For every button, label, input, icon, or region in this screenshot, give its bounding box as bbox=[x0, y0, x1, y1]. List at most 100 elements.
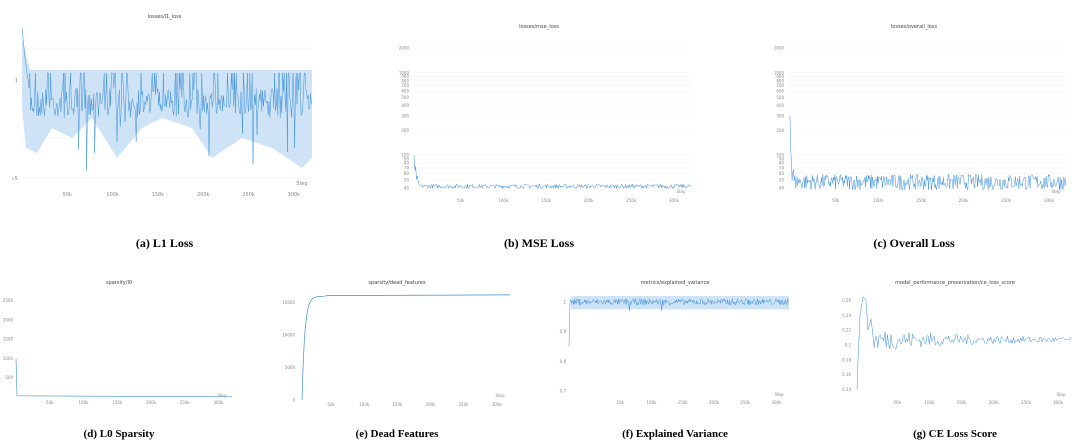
caption-overall-loss: (c) Overall Loss bbox=[873, 236, 955, 250]
y-tick-label: 5000 bbox=[285, 365, 296, 370]
y-tick-label: 50 bbox=[779, 178, 785, 183]
y-tick-label: 400 bbox=[776, 103, 784, 108]
caption-mse-loss: (b) MSE Loss bbox=[503, 236, 574, 250]
plot-title: losses/overall_loss bbox=[890, 24, 938, 30]
y-tick-label: 70 bbox=[779, 165, 785, 170]
y-tick-label: 600 bbox=[401, 89, 409, 94]
plot-dead: 15000 10000 5000 0 50k 100k 150k 200k 250k 300k St… bbox=[282, 294, 511, 407]
plot-title: model_performance_preservation/ce_loss_s… bbox=[895, 280, 1015, 286]
x-tick-label: 50k bbox=[617, 400, 625, 405]
x-tick-label: 250k bbox=[1001, 198, 1012, 203]
y-tick-label: 500 bbox=[5, 375, 13, 380]
panel-dead-features: sparsity/dead_features 15000 10000 5000 0 50… bbox=[278, 280, 516, 410]
panel-l0-sparsity: sparsity/l0 2500 2000 1500 1000 500 50k 100k 15… bbox=[0, 280, 238, 410]
y-tick-label: 0.26 bbox=[842, 298, 851, 303]
x-tick-label: 50k bbox=[832, 198, 840, 203]
y-tick-label: 0 bbox=[292, 398, 295, 403]
plot-title: sparsity/dead_features bbox=[368, 280, 426, 286]
y-tick-label: 2000 bbox=[774, 46, 785, 51]
y-tick-label: 500 bbox=[401, 95, 409, 100]
caption-ce-loss-score: (g) CE Loss Score bbox=[913, 428, 997, 440]
y-tick-label: 2500 bbox=[3, 298, 14, 303]
y-tick-label: 300 bbox=[401, 113, 409, 118]
plot-title: losses/l1_loss bbox=[147, 14, 182, 20]
series-line bbox=[568, 297, 789, 347]
x-tick-label: 250k bbox=[242, 192, 255, 198]
x-tick-label: 300k bbox=[669, 198, 680, 203]
panel-overall-loss: losses/overall_loss 2000 1000 900 800 700 600… bbox=[758, 24, 1070, 204]
x-tick-label: 200k bbox=[146, 400, 157, 405]
y-tick-label: 2000 bbox=[3, 317, 14, 322]
x-tick-label: 100k bbox=[647, 400, 658, 405]
x-tick-label: 300k bbox=[1053, 400, 1064, 405]
y-tick-label: 40 bbox=[404, 186, 410, 191]
y-tick-label: 1500 bbox=[3, 337, 14, 342]
y-tick-label: 80 bbox=[779, 161, 785, 166]
x-tick-label: 200k bbox=[959, 198, 970, 203]
x-tick-label: 300k bbox=[214, 400, 225, 405]
y-tick-label: 1e-5 bbox=[12, 176, 18, 182]
caption-explained-variance: (f) Explained Variance bbox=[622, 428, 728, 440]
x-tick-label: 250k bbox=[180, 400, 191, 405]
y-tick-label: 40 bbox=[779, 186, 785, 191]
panel-l1-loss: losses/l1_loss 1 1e-5 50k 100k 150k 200k 250k 3… bbox=[12, 14, 317, 204]
y-tick-label: 0.7 bbox=[560, 389, 567, 394]
y-tick-label: 60 bbox=[404, 171, 410, 176]
plot-title: metrics/explained_variance bbox=[640, 280, 710, 286]
panel-ce-loss-score: model_performance_preservation/ce_loss_s… bbox=[835, 280, 1075, 410]
x-tick-label: 200k bbox=[989, 400, 1000, 405]
x-tick-label: 100k bbox=[79, 400, 90, 405]
y-tick-label: 100 bbox=[776, 153, 784, 158]
y-tick-label: 0.22 bbox=[842, 328, 851, 333]
x-tick-label: 300k bbox=[492, 402, 503, 407]
y-tick-label: 1 bbox=[563, 299, 566, 304]
y-tick-label: 15000 bbox=[282, 300, 295, 305]
series-line bbox=[413, 155, 692, 190]
x-axis-label: Step bbox=[296, 181, 307, 187]
x-tick-label: 300k bbox=[1044, 198, 1055, 203]
x-tick-label: 300k bbox=[288, 192, 301, 198]
x-tick-label: 150k bbox=[678, 400, 689, 405]
x-tick-label: 50k bbox=[327, 402, 335, 407]
y-tick-label: 700 bbox=[401, 83, 409, 88]
y-tick-label: 900 bbox=[401, 74, 409, 79]
caption-dead-features: (e) Dead Features bbox=[355, 428, 439, 440]
x-axis-label: Step bbox=[1056, 392, 1066, 397]
y-tick-label: 200 bbox=[776, 128, 784, 133]
x-tick-label: 250k bbox=[1021, 400, 1032, 405]
y-tick-label: 0.16 bbox=[842, 372, 851, 377]
y-tick-label: 500 bbox=[776, 95, 784, 100]
x-tick-label: 300k bbox=[772, 400, 783, 405]
y-tick-label: 0.14 bbox=[842, 387, 851, 392]
x-tick-label: 200k bbox=[197, 192, 210, 198]
plot-ce: 0.26 0.24 0.22 0.2 0.18 0.16 0.14 50k 100k 150k 20… bbox=[842, 296, 1072, 405]
x-tick-label: 250k bbox=[626, 198, 637, 203]
x-tick-label: 150k bbox=[916, 198, 927, 203]
series-line bbox=[856, 296, 1072, 390]
x-axis-label: Step bbox=[1051, 189, 1061, 194]
y-tick-label: 2000 bbox=[399, 46, 410, 51]
plot-l0: 2500 2000 1500 1000 500 50k 100k 150k 200k 250k 30… bbox=[3, 298, 233, 405]
x-axis-label: Step bbox=[774, 392, 784, 397]
y-tick-label: 50 bbox=[404, 178, 410, 183]
x-tick-label: 150k bbox=[392, 402, 403, 407]
y-tick-label: 0.24 bbox=[842, 313, 851, 318]
y-tick-label: 0.18 bbox=[842, 357, 851, 362]
series-line bbox=[15, 358, 233, 398]
x-tick-label: 200k bbox=[426, 402, 437, 407]
x-tick-label: 50k bbox=[46, 400, 54, 405]
panel-mse-loss: losses/mse_loss 2000 1000 900 800 700 600 500 4… bbox=[383, 24, 695, 204]
x-tick-label: 250k bbox=[459, 402, 470, 407]
plot-l1: 1 1e-5 50k 100k 150k 200k 250k 300k Step bbox=[12, 27, 312, 198]
y-tick-label: 100 bbox=[401, 153, 409, 158]
y-tick-label: 400 bbox=[401, 103, 409, 108]
x-tick-label: 100k bbox=[498, 198, 509, 203]
x-tick-label: 100k bbox=[359, 402, 370, 407]
x-tick-label: 250k bbox=[740, 400, 751, 405]
series-line bbox=[21, 27, 312, 171]
x-tick-label: 150k bbox=[541, 198, 552, 203]
y-tick-label: 0.8 bbox=[560, 359, 567, 364]
y-tick-label: 800 bbox=[401, 78, 409, 83]
